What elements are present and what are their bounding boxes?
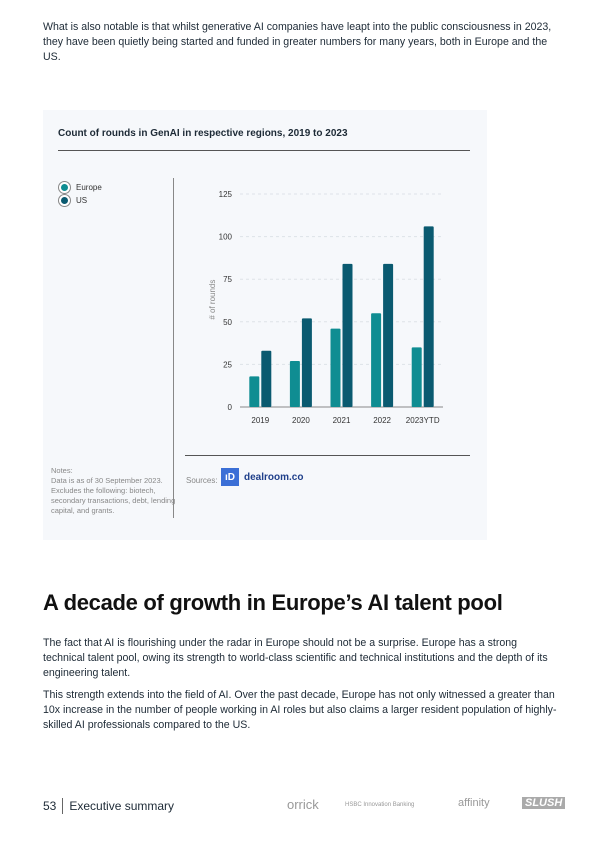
x-tick-label: 2023YTD [406,416,440,425]
x-tick-label: 2022 [373,416,391,425]
y-tick-label: 25 [223,360,232,369]
sources-label: Sources: [186,476,218,485]
bar-europe [411,347,422,407]
section-heading: A decade of growth in Europe’s AI talent… [43,590,503,615]
bar-chart: 0 25 50 75 100 125 # of rounds 2019 2020 2021 2022… [208,190,443,425]
y-tick-label: 125 [219,190,233,199]
x-tick-label: 2019 [251,416,269,425]
y-tick-label: 50 [223,318,232,327]
divider [185,455,470,456]
notes: Notes: Data is as of 30 September 2023. E… [51,466,176,516]
bar-europe [249,376,260,407]
bar-us [383,263,394,407]
notes-text: Data is as of 30 September 2023. Exclude… [51,476,176,515]
affinity-logo: affinity [458,797,490,809]
footer: 53 Executive summary [43,798,174,814]
x-tick-label: 2020 [292,416,310,425]
paragraph: The fact that AI is flourishing under th… [43,637,548,679]
bar-europe [371,313,382,407]
bar-europe [330,328,341,407]
bar-us [261,350,272,407]
paragraph: This strength extends into the field of … [43,689,557,731]
legend-europe: Europe [59,182,102,193]
y-tick-label: 100 [219,233,233,242]
legend-swatch [59,195,70,206]
chart-panel: Count of rounds in GenAI in respective r… [43,110,487,540]
bar-us [301,318,312,407]
dealroom-text: dealroom.co [244,471,304,483]
dealroom-logo: ıD dealroom.co [221,468,303,486]
legend-label: Europe [76,183,102,192]
divider [62,798,64,814]
slush-logo: SLUSH [522,797,566,809]
legend-us: US [59,195,87,206]
bar-us [423,226,434,407]
orrick-logo: orrick [287,797,319,812]
y-tick-label: 75 [223,275,232,284]
notes-heading: Notes: [51,466,73,475]
vertical-divider [173,178,174,518]
page-number: 53 [43,799,57,813]
y-tick-label: 0 [228,403,233,412]
hsbc-logo: HSBC Innovation Banking [345,802,415,808]
intro-paragraph: What is also notable is that whilst gene… [43,21,552,63]
legend-swatch [59,182,70,193]
dealroom-mark: ıD [221,468,239,486]
y-axis-label: # of rounds [208,280,217,320]
divider [58,150,470,151]
section-name: Executive summary [69,799,175,813]
x-tick-label: 2021 [333,416,351,425]
legend-label: US [76,196,88,205]
chart-title: Count of rounds in GenAI in respective r… [58,128,348,139]
bar-us [342,263,353,407]
bar-europe [289,360,300,407]
